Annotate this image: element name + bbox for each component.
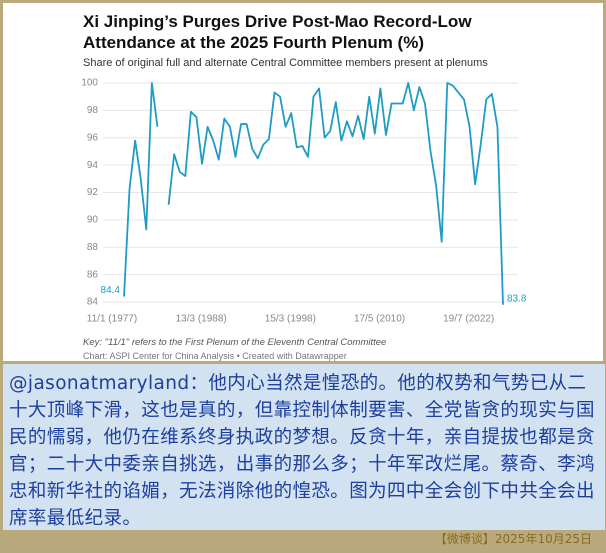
- y-tick-label: 96: [87, 132, 99, 143]
- y-tick-label: 90: [87, 215, 99, 226]
- chart-source: Chart: ASPI Center for China Analysis • …: [83, 351, 347, 361]
- post-text: @jasonatmaryland：他内心当然是惶恐的。他的权势和气势已从二十大顶…: [3, 364, 605, 530]
- chart-subtitle: Share of original full and alternate Cen…: [83, 57, 488, 69]
- chart-note: Key: "11/1" refers to the First Plenum o…: [83, 337, 387, 348]
- chart: 84 86 88 90 92 94 96 98 100 11/1 (1977) 13/3 (1988…: [81, 78, 527, 325]
- x-tick-label: 11/1 (1977): [87, 314, 137, 325]
- x-tick-label: 19/7 (2022): [443, 314, 494, 325]
- data-label: 84.4: [101, 285, 121, 296]
- chart-title: Xi Jinping’s Purges Drive Post-Mao Recor…: [83, 12, 472, 52]
- x-tick-label: 17/5 (2010): [354, 314, 405, 325]
- y-tick-label: 86: [87, 269, 99, 280]
- y-tick-label: 88: [87, 242, 99, 253]
- y-tick-label: 94: [87, 160, 99, 171]
- data-line: [123, 82, 504, 305]
- y-tick-label: 92: [87, 187, 99, 198]
- x-tick-label: 15/3 (1998): [265, 314, 316, 325]
- y-tick-label: 100: [81, 78, 98, 89]
- y-tick-label: 84: [87, 297, 99, 308]
- y-tick-label: 98: [87, 105, 99, 116]
- post-footer: 【微博谈】2025年10月25日: [434, 532, 592, 546]
- chart-panel: 84 86 88 90 92 94 96 98 100 11/1 (1977) 13/3 (1988…: [3, 3, 603, 361]
- data-label: 83.8: [507, 293, 527, 304]
- x-tick-label: 13/3 (1988): [176, 314, 227, 325]
